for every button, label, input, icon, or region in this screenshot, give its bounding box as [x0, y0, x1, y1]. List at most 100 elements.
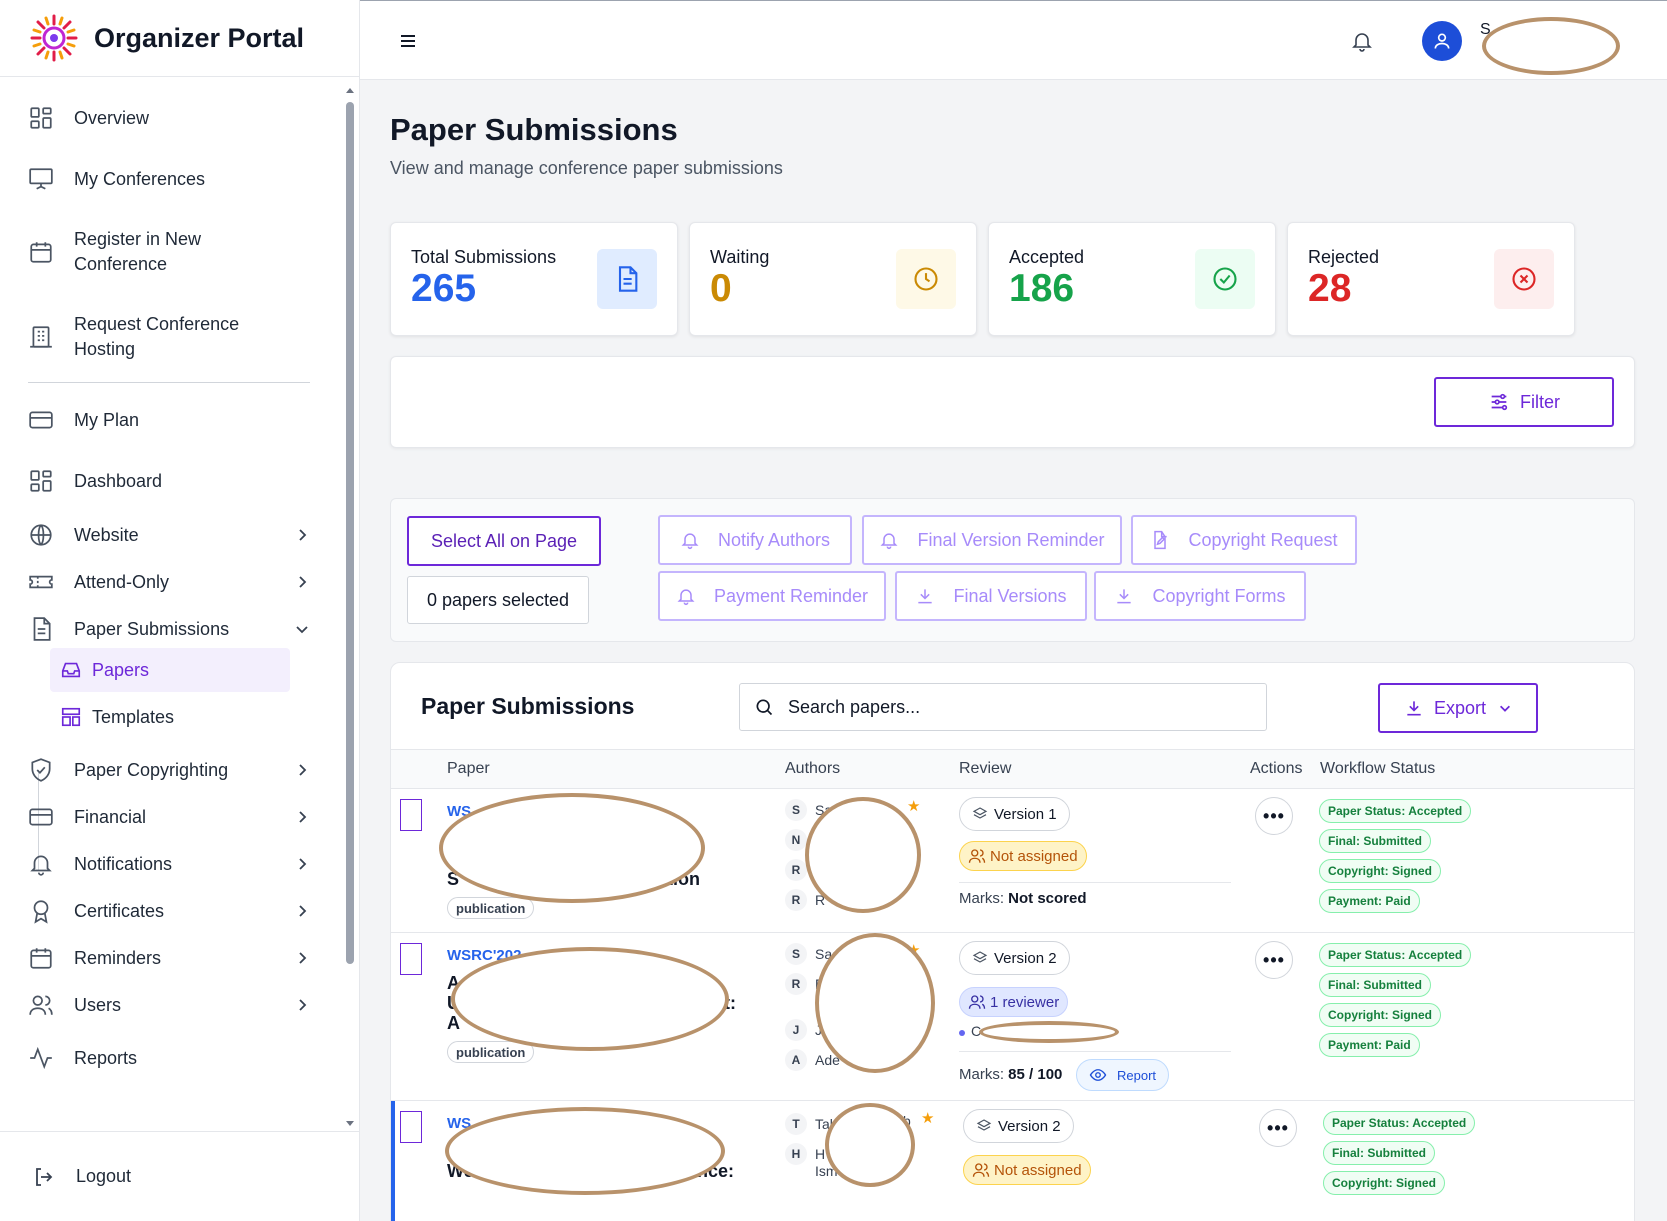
search-input[interactable]: Search papers...	[739, 683, 1267, 731]
scroll-up-arrow-icon[interactable]	[344, 84, 356, 96]
sidebar-subitem-papers[interactable]: Papers	[50, 648, 290, 692]
avatar[interactable]	[1422, 21, 1462, 61]
row-checkbox[interactable]	[400, 943, 422, 975]
sidebar-item-label: Reminders	[74, 947, 162, 968]
chevron-right-icon	[299, 576, 307, 588]
reviewer-assignment-badge[interactable]: Not assigned	[963, 1155, 1091, 1185]
sidebar-item-overview[interactable]: Overview	[28, 104, 318, 132]
marks-label: Marks:	[959, 1066, 1004, 1083]
selected-count: 0 papers selected	[407, 576, 589, 624]
check-circle-icon	[1195, 249, 1255, 309]
sidebar-item-reminders[interactable]: Reminders	[28, 944, 318, 972]
sidebar-item-users[interactable]: Users	[28, 991, 318, 1019]
marks-value: 85 / 100	[1008, 1066, 1063, 1083]
bell-icon[interactable]	[1350, 29, 1374, 53]
row-actions-button[interactable]: •••	[1255, 797, 1293, 835]
final-version-reminder-button[interactable]: Final Version Reminder	[862, 515, 1122, 565]
sidebar-item-paper-copyrighting[interactable]: Paper Copyrighting	[28, 756, 318, 784]
version-badge[interactable]: Version 2	[959, 941, 1070, 975]
stat-label: Total Submissions	[411, 247, 557, 267]
author-name-fragment: R	[815, 892, 826, 908]
brand-title: Organizer Portal	[94, 22, 305, 53]
payment-reminder-button[interactable]: Payment Reminder	[658, 571, 886, 621]
version-badge[interactable]: Version 1	[959, 797, 1070, 831]
final-versions-download-button[interactable]: Final Versions	[895, 571, 1087, 621]
sidebar-item-my-conferences[interactable]: My Conferences	[28, 165, 318, 193]
star-icon: ★	[907, 798, 921, 815]
redaction-mark	[445, 1107, 725, 1195]
grid-icon	[28, 468, 54, 494]
sidebar-scrollbar[interactable]	[344, 84, 356, 1130]
sidebar: Organizer Portal Overview My Conferences…	[0, 0, 360, 1221]
version-label: Version 2	[998, 1117, 1061, 1135]
version-badge[interactable]: Version 2	[963, 1109, 1074, 1143]
column-header-authors[interactable]: Authors	[785, 760, 841, 777]
reviewer-assignment-badge[interactable]: Not assigned	[959, 841, 1087, 871]
calendar-icon	[28, 945, 54, 971]
notify-authors-button[interactable]: Notify Authors	[658, 515, 852, 565]
report-button[interactable]: Report	[1076, 1059, 1170, 1091]
sidebar-item-register-conference[interactable]: Register in New Conference	[28, 226, 318, 278]
bulk-actions-panel: Select All on Page 0 papers selected Not…	[390, 498, 1635, 642]
version-label: Version 2	[994, 949, 1057, 967]
sidebar-item-notifications[interactable]: Notifications	[28, 850, 318, 878]
reviewer-assignment-badge[interactable]: 1 reviewer	[959, 987, 1069, 1017]
user-icon	[1434, 33, 1450, 49]
filter-label: Filter	[1520, 391, 1560, 412]
scroll-down-arrow-icon[interactable]	[344, 1118, 356, 1130]
chevron-right-icon	[299, 999, 307, 1011]
copyright-request-button[interactable]: Copyright Request	[1131, 515, 1357, 565]
bulk-action-label: Final Version Reminder	[917, 529, 1105, 550]
row-checkbox[interactable]	[400, 799, 422, 831]
select-all-button[interactable]: Select All on Page	[407, 516, 601, 566]
row-checkbox[interactable]	[400, 1111, 422, 1143]
sidebar-item-financial[interactable]: Financial	[28, 803, 318, 831]
sidebar-subitem-label: Papers	[92, 659, 150, 680]
award-icon	[28, 898, 54, 924]
scroll-thumb[interactable]	[346, 102, 354, 964]
assignment-label: Not assigned	[994, 1161, 1082, 1179]
sidebar-item-label: Attend-Only	[74, 571, 170, 592]
sidebar-subitem-templates[interactable]: Templates	[50, 695, 290, 739]
author-initial: J	[785, 1019, 807, 1041]
author-name-fragment: J	[815, 1022, 822, 1038]
sidebar-item-request-hosting[interactable]: Request Conference Hosting	[28, 311, 318, 363]
sidebar-item-my-plan[interactable]: My Plan	[28, 406, 318, 434]
sidebar-item-reports[interactable]: Reports	[28, 1044, 318, 1072]
filter-button[interactable]: Filter	[1434, 377, 1614, 427]
ticket-icon	[28, 569, 54, 595]
workflow-status-badge: Paper Status: Accepted	[1319, 799, 1472, 823]
author-entry: R	[785, 859, 815, 881]
author-initial: S	[785, 943, 807, 965]
author-initial: S	[785, 799, 807, 821]
sidebar-item-attend-only[interactable]: Attend-Only	[28, 568, 318, 596]
row-actions-button[interactable]: •••	[1255, 941, 1293, 979]
sidebar-item-certificates[interactable]: Certificates	[28, 897, 318, 925]
star-icon: ★	[921, 1110, 935, 1127]
sidebar-item-dashboard[interactable]: Dashboard	[28, 467, 318, 495]
workflow-status-badge: Copyright: Signed	[1319, 1003, 1441, 1027]
brand: Organizer Portal	[0, 0, 359, 77]
submissions-table-card: Paper Submissions Search papers... Expor…	[390, 662, 1635, 1221]
export-label: Export	[1433, 697, 1487, 718]
stat-value: 186	[1009, 267, 1075, 310]
bell-icon	[28, 851, 54, 877]
menu-icon[interactable]	[396, 29, 420, 53]
row-actions-button[interactable]: •••	[1259, 1109, 1297, 1147]
sidebar-item-website[interactable]: Website	[28, 521, 318, 549]
workflow-status-badge: Final: Submitted	[1319, 829, 1431, 853]
column-header-paper[interactable]: Paper	[447, 760, 490, 777]
logout-button[interactable]: Logout	[0, 1131, 360, 1221]
export-button[interactable]: Export	[1378, 683, 1538, 733]
marks-text: Marks: Not scored	[959, 890, 1087, 907]
x-circle-icon	[1494, 249, 1554, 309]
chevron-right-icon	[299, 905, 307, 917]
workflow-status-badge: Copyright: Signed	[1323, 1171, 1445, 1195]
column-header-workflow-status[interactable]: Workflow Status	[1320, 760, 1436, 777]
column-header-review[interactable]: Review	[959, 760, 1012, 777]
inbox-icon	[61, 662, 81, 678]
sidebar-item-paper-submissions[interactable]: Paper Submissions	[28, 615, 318, 643]
copyright-forms-download-button[interactable]: Copyright Forms	[1094, 571, 1306, 621]
